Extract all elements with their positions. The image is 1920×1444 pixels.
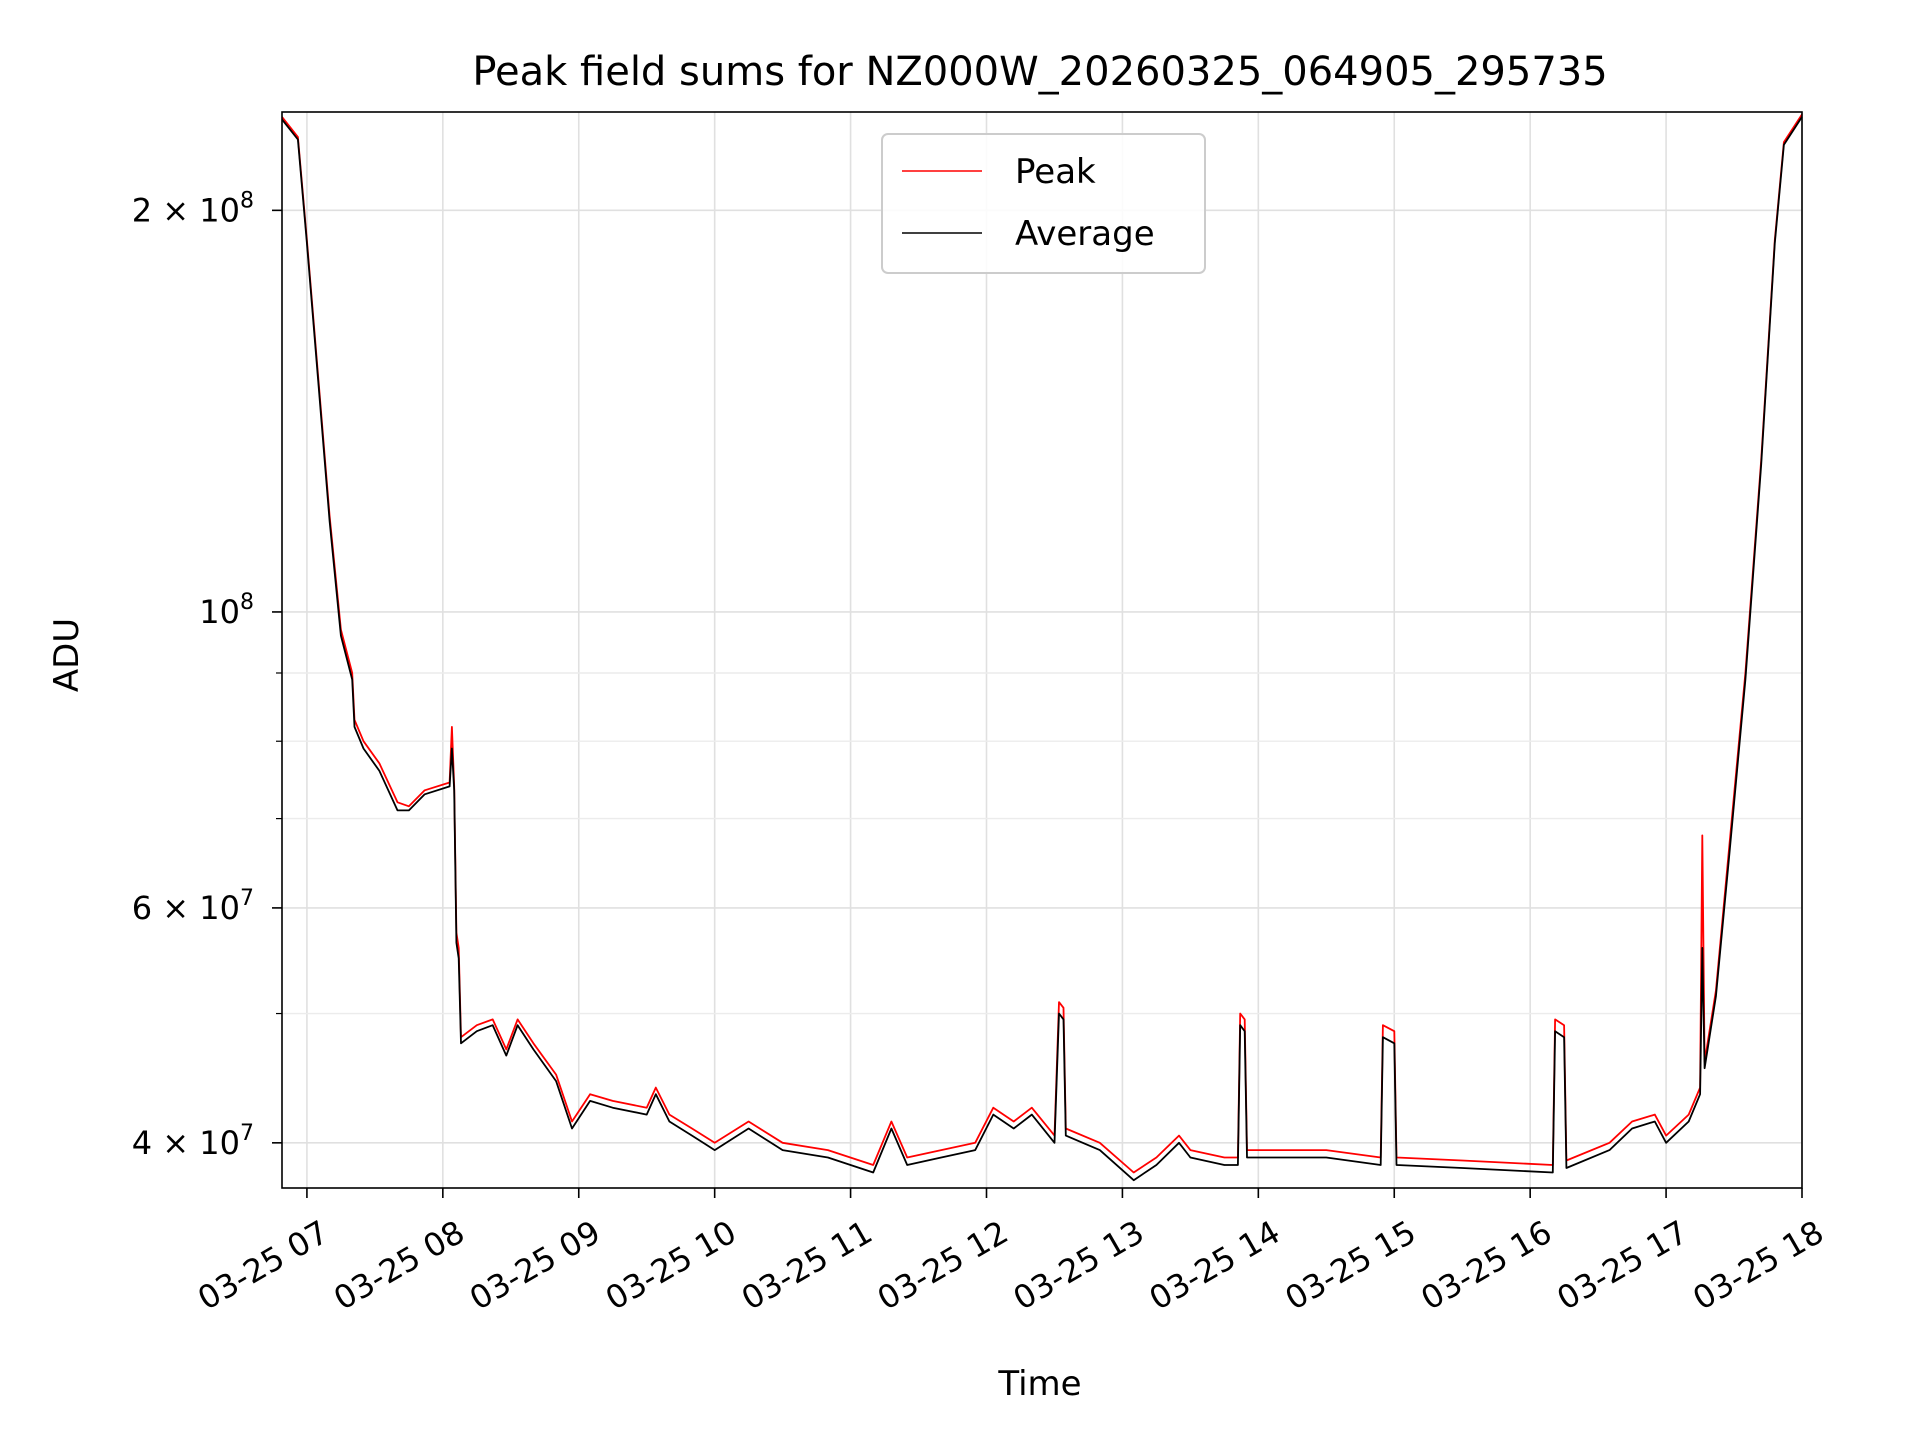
y-tick-label: 6 × 107 xyxy=(132,886,254,927)
y-axis-label: ADU xyxy=(47,618,87,692)
y-tick-label: 108 xyxy=(199,590,254,631)
legend: Peak Average xyxy=(881,133,1206,274)
legend-box xyxy=(881,133,1206,274)
series-line-peak xyxy=(281,113,1803,1174)
series-line-average xyxy=(281,116,1803,1182)
grid-layer xyxy=(282,112,1803,1188)
y-tick-label: 2 × 108 xyxy=(132,188,254,229)
y-tick-label: 4 × 107 xyxy=(132,1121,254,1162)
legend-label-average: Average xyxy=(1015,214,1155,254)
plot-frame xyxy=(281,111,1803,1189)
series-layer xyxy=(281,113,1803,1182)
x-axis-label: Time xyxy=(997,1364,1081,1404)
legend-label-peak: Peak xyxy=(1015,152,1096,192)
chart-title: Peak field sums for NZ000W_20260325_0649… xyxy=(472,49,1607,95)
